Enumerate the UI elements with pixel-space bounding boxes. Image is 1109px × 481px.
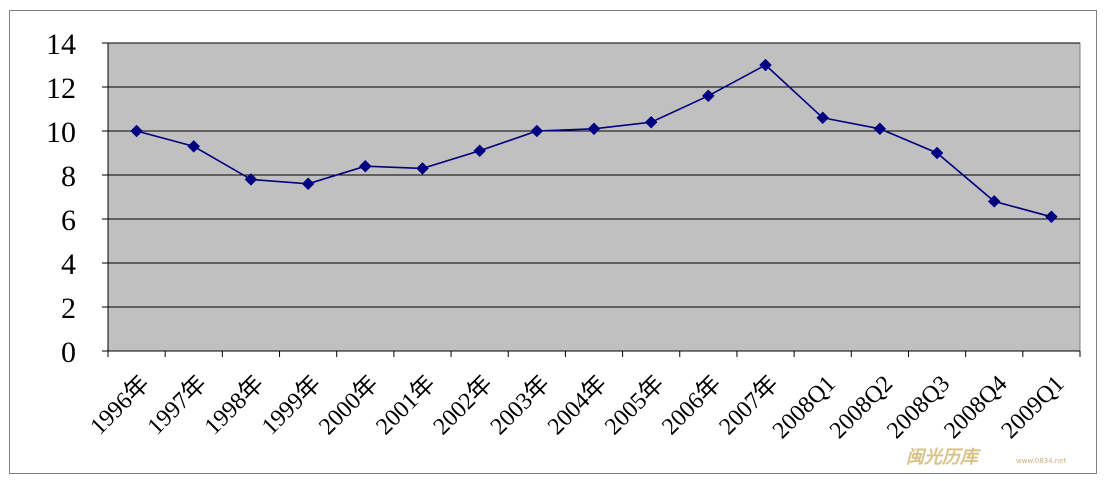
x-tick-label: 2008Q4 — [939, 371, 1012, 444]
y-tick-label: 0 — [61, 336, 76, 369]
y-tick-label: 10 — [46, 116, 76, 149]
data-point-marker — [644, 115, 658, 129]
x-tick-label: 2008Q2 — [825, 371, 898, 444]
data-point-marker — [987, 195, 1001, 208]
data-point-marker — [759, 58, 772, 72]
data-point-marker — [473, 144, 487, 158]
x-tick-label: 2002年 — [428, 370, 498, 440]
x-tick-label: 2001年 — [371, 370, 441, 440]
y-tick-label: 6 — [61, 204, 76, 237]
x-tick-label: 2000年 — [314, 370, 384, 440]
x-axis: 1996年1997年1998年1999年2000年2001年2002年2003年… — [85, 350, 1081, 444]
x-tick-label: 1997年 — [142, 370, 212, 440]
y-tick-label: 12 — [46, 72, 76, 105]
data-point-marker — [587, 122, 601, 136]
data-point-marker — [130, 124, 143, 138]
y-tick-label: 14 — [46, 28, 76, 61]
watermark: 闽光历库 www.0834.net — [906, 447, 1067, 468]
series-layer — [130, 58, 1058, 224]
data-point-marker — [358, 159, 372, 173]
watermark-logo-text: 闽光历库 — [906, 447, 981, 468]
x-tick-label: 2004年 — [542, 370, 612, 440]
plot-background — [107, 42, 1081, 352]
x-tick-label: 1998年 — [199, 370, 269, 440]
x-tick-label: 2009Q1 — [997, 371, 1070, 444]
x-tick-label: 1999年 — [256, 370, 326, 440]
x-tick-label: 1996年 — [85, 370, 155, 440]
data-point-marker — [301, 177, 315, 191]
data-point-marker — [416, 162, 429, 175]
data-point-marker — [873, 122, 887, 136]
data-point-marker — [930, 146, 944, 160]
data-point-marker — [530, 124, 544, 138]
x-tick-label: 2005年 — [599, 370, 669, 440]
data-point-marker — [1045, 210, 1058, 224]
x-tick-label: 2003年 — [485, 370, 555, 440]
y-tick-label: 2 — [61, 292, 76, 325]
data-point-marker — [816, 111, 830, 125]
y-tick-label: 8 — [61, 160, 76, 193]
data-point-marker — [244, 173, 258, 186]
data-point-marker — [187, 140, 201, 153]
y-tick-label: 4 — [61, 248, 76, 281]
y-axis: 0 2 4 6 8 10 12 14 — [46, 28, 109, 369]
x-tick-label: 2006年 — [657, 370, 727, 440]
watermark-url: www.0834.net — [1016, 457, 1067, 465]
plot-area — [107, 42, 1081, 352]
data-point-marker — [701, 89, 715, 103]
x-tick-label: 2008Q3 — [882, 371, 955, 444]
x-tick-label: 2008Q1 — [768, 371, 841, 444]
